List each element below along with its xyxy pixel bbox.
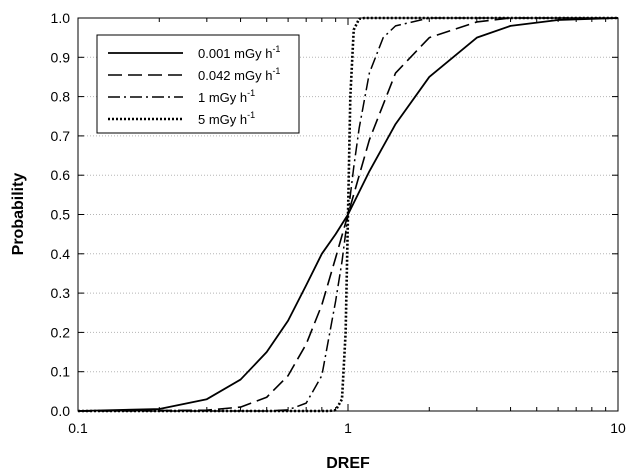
legend-box: [96, 34, 300, 134]
y-tick-label: 0.5: [51, 207, 71, 223]
legend: 0.001 mGy h-1 0.042 mGy h-1 1 mGy h-1 5 mGy…: [96, 34, 300, 134]
y-tick-label: 0.9: [51, 49, 71, 65]
x-tick-labels: 0.1 1 10: [68, 420, 626, 436]
y-tick-label: 0.0: [51, 403, 71, 419]
y-tick-label: 0.8: [51, 89, 71, 105]
y-tick-label: 0.6: [51, 167, 71, 183]
x-tick-label: 10: [610, 420, 626, 436]
legend-label-1: 0.001 mGy h-1: [198, 44, 280, 61]
y-tick-label: 0.4: [51, 246, 71, 262]
legend-label-4: 5 mGy h-1: [198, 110, 255, 127]
y-tick-label: 0.3: [51, 285, 71, 301]
series-line-1: [77, 17, 619, 412]
y-axis-title: Probability: [10, 173, 27, 256]
x-tick-label: 0.1: [68, 420, 88, 436]
y-tick-labels: 0.0 0.1 0.2 0.3 0.4 0.5 0.6 0.7 0.8 0.9 1.0: [51, 10, 71, 419]
series-lines: [77, 16, 619, 413]
y-tick-label: 0.7: [51, 128, 71, 144]
legend-label-2: 0.042 mGy h-1: [198, 66, 280, 83]
y-tick-label: 0.1: [51, 364, 71, 380]
y-tick-label: 1.0: [51, 10, 71, 26]
x-axis-title: DREF: [326, 455, 370, 472]
legend-label-3: 1 mGy h-1: [198, 88, 255, 105]
y-tick-label: 0.2: [51, 324, 71, 340]
series-line-3: [78, 17, 618, 412]
series-line-2: [77, 17, 618, 412]
axis-ticks: [77, 17, 619, 412]
x-tick-label: 1: [344, 420, 352, 436]
